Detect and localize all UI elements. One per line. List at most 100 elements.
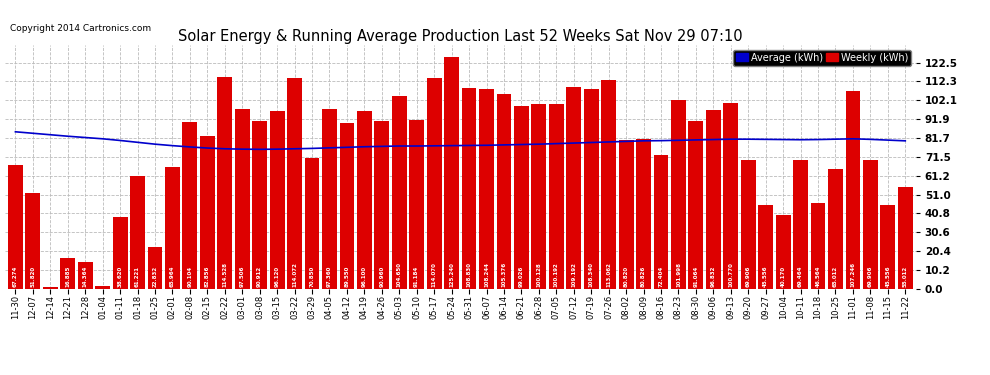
Bar [427, 78, 442, 289]
Text: 65.012: 65.012 [833, 266, 838, 287]
Bar [182, 122, 197, 289]
Title: Solar Energy & Running Average Production Last 52 Weeks Sat Nov 29 07:10: Solar Energy & Running Average Productio… [178, 29, 742, 44]
Bar [26, 193, 41, 289]
Bar [793, 160, 808, 289]
Bar [688, 121, 703, 289]
Text: 105.376: 105.376 [502, 262, 507, 287]
Text: 100.192: 100.192 [553, 262, 558, 287]
Text: 89.550: 89.550 [345, 266, 349, 287]
Text: 67.274: 67.274 [13, 266, 18, 287]
Text: 90.104: 90.104 [187, 266, 192, 287]
Bar [392, 96, 407, 289]
Text: 80.826: 80.826 [642, 266, 646, 287]
Bar [269, 111, 284, 289]
Text: 90.960: 90.960 [379, 266, 384, 287]
Text: 101.998: 101.998 [676, 262, 681, 287]
Bar [43, 287, 57, 289]
Bar [845, 91, 860, 289]
Text: 61.221: 61.221 [135, 266, 140, 287]
Bar [741, 160, 755, 289]
Text: 51.820: 51.820 [31, 266, 36, 287]
Bar [95, 285, 110, 289]
Bar [671, 100, 686, 289]
Bar [532, 104, 546, 289]
Bar [218, 77, 233, 289]
Text: 113.062: 113.062 [606, 262, 611, 287]
Bar [880, 205, 895, 289]
Bar [898, 187, 913, 289]
Bar [758, 205, 773, 289]
Text: 14.364: 14.364 [83, 266, 88, 287]
Text: 69.906: 69.906 [868, 266, 873, 287]
Text: 96.832: 96.832 [711, 266, 716, 287]
Text: 114.528: 114.528 [223, 262, 228, 287]
Bar [60, 258, 75, 289]
Text: 114.072: 114.072 [292, 262, 297, 287]
Bar [287, 78, 302, 289]
Bar [497, 94, 512, 289]
Text: 65.964: 65.964 [170, 266, 175, 287]
Text: 69.464: 69.464 [798, 266, 803, 287]
Bar [78, 262, 93, 289]
Text: 96.100: 96.100 [362, 266, 367, 287]
Text: 100.770: 100.770 [729, 262, 734, 287]
Text: 114.070: 114.070 [432, 262, 437, 287]
Text: 46.564: 46.564 [816, 266, 821, 287]
Bar [200, 136, 215, 289]
Text: 69.906: 69.906 [745, 266, 750, 287]
Text: 82.856: 82.856 [205, 266, 210, 287]
Text: Copyright 2014 Cartronics.com: Copyright 2014 Cartronics.com [10, 24, 151, 33]
Bar [566, 87, 581, 289]
Text: 108.244: 108.244 [484, 262, 489, 287]
Bar [409, 120, 424, 289]
Text: 70.850: 70.850 [310, 266, 315, 287]
Text: 97.506: 97.506 [240, 266, 245, 287]
Text: 109.192: 109.192 [571, 262, 576, 287]
Text: 97.360: 97.360 [327, 266, 332, 287]
Bar [706, 110, 721, 289]
Text: 55.012: 55.012 [903, 266, 908, 287]
Bar [305, 158, 320, 289]
Bar [479, 89, 494, 289]
Bar [653, 155, 668, 289]
Bar [235, 109, 249, 289]
Bar [548, 104, 563, 289]
Bar [445, 57, 459, 289]
Text: 38.620: 38.620 [118, 266, 123, 287]
Text: 125.240: 125.240 [449, 262, 454, 287]
Text: 16.885: 16.885 [65, 266, 70, 287]
Text: 90.912: 90.912 [257, 266, 262, 287]
Legend: Average (kWh), Weekly (kWh): Average (kWh), Weekly (kWh) [734, 50, 911, 66]
Bar [601, 80, 616, 289]
Bar [322, 109, 337, 289]
Bar [165, 167, 180, 289]
Text: 96.120: 96.120 [274, 266, 279, 287]
Bar [8, 165, 23, 289]
Text: 91.184: 91.184 [414, 266, 419, 287]
Text: 99.026: 99.026 [519, 266, 524, 287]
Bar [340, 123, 354, 289]
Text: 40.170: 40.170 [781, 266, 786, 287]
Bar [637, 140, 651, 289]
Text: 108.340: 108.340 [589, 262, 594, 287]
Bar [130, 176, 145, 289]
Bar [584, 89, 599, 289]
Bar [619, 140, 634, 289]
Bar [148, 247, 162, 289]
Bar [863, 160, 878, 289]
Text: 91.064: 91.064 [693, 266, 698, 287]
Text: 104.650: 104.650 [397, 262, 402, 287]
Bar [374, 121, 389, 289]
Text: 45.556: 45.556 [763, 266, 768, 287]
Text: 45.556: 45.556 [885, 266, 890, 287]
Bar [113, 217, 128, 289]
Bar [461, 88, 476, 289]
Text: 108.830: 108.830 [466, 262, 471, 287]
Bar [828, 169, 842, 289]
Bar [724, 103, 739, 289]
Text: 22.832: 22.832 [152, 266, 157, 287]
Text: 80.820: 80.820 [624, 266, 629, 287]
Bar [776, 214, 791, 289]
Text: 100.128: 100.128 [537, 262, 542, 287]
Bar [514, 106, 529, 289]
